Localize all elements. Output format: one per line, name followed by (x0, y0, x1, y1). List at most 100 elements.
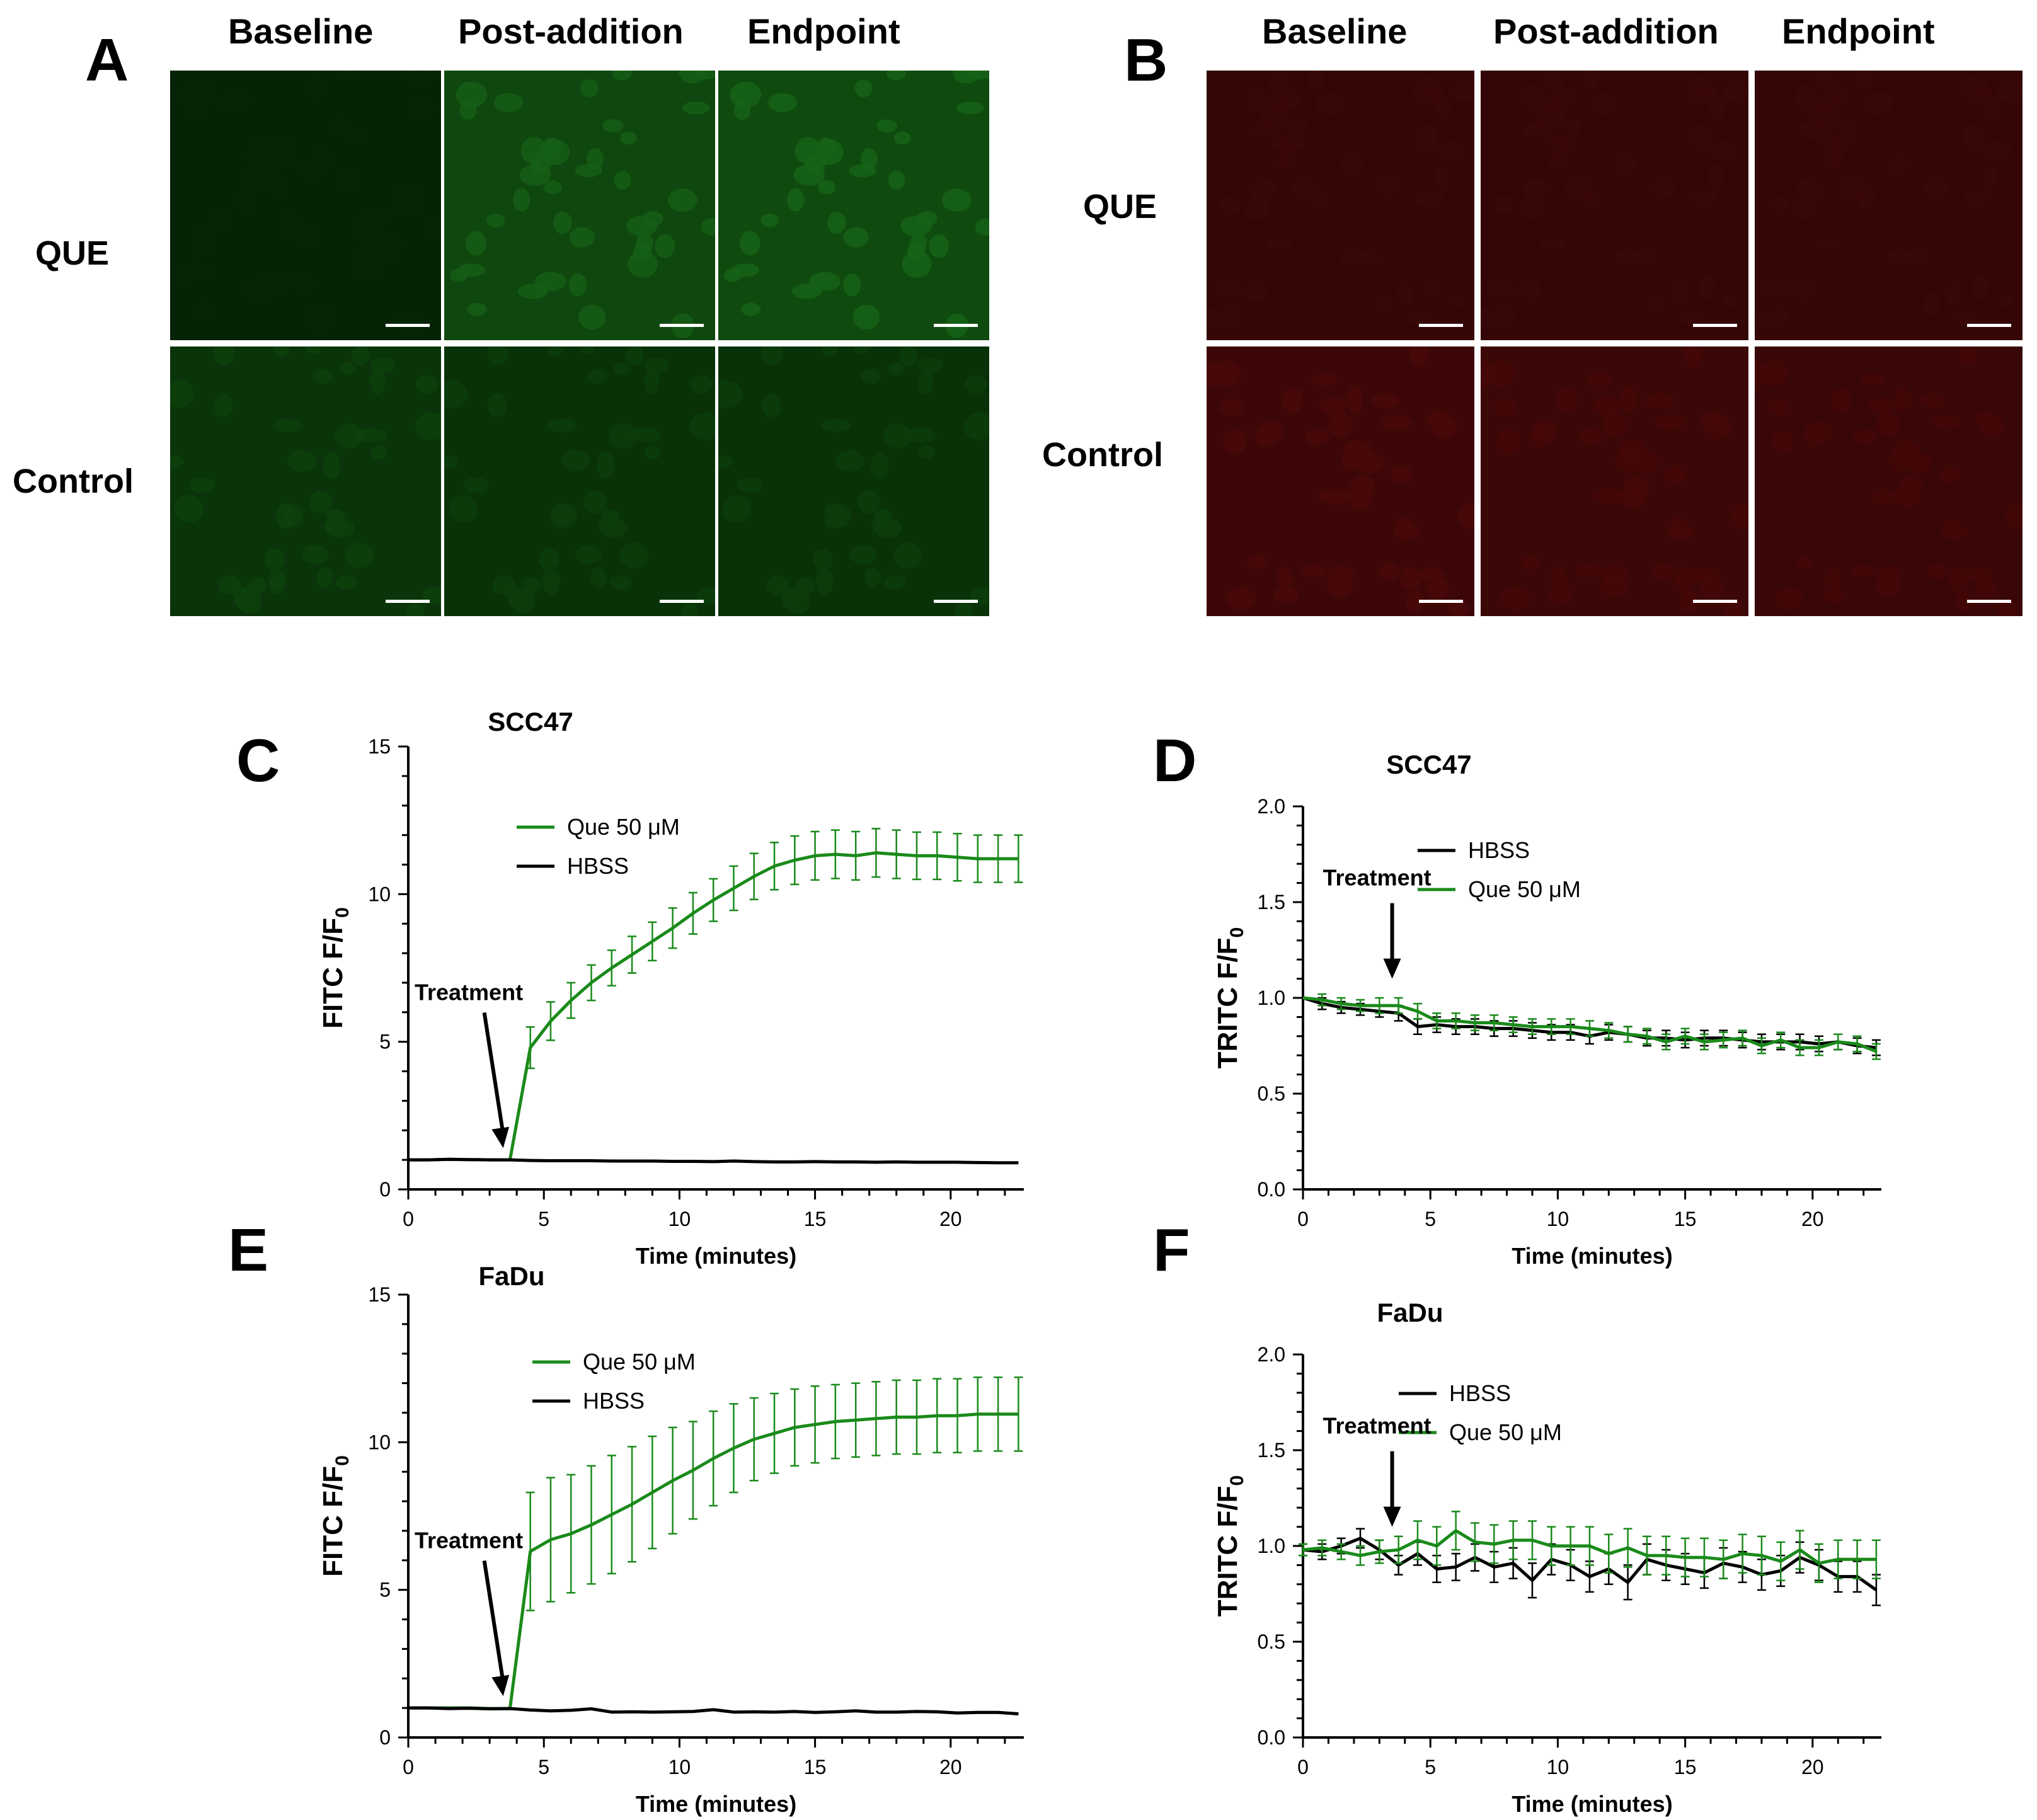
y-tick-label-d: 1.5 (1258, 891, 1285, 913)
micrograph-a-que-baseline (170, 71, 441, 340)
x-tick-label-f: 5 (1425, 1756, 1436, 1778)
micrograph-a-control-endpoint (718, 346, 989, 616)
chart-title-e: FaDu (479, 1261, 545, 1291)
y-axis-label-f: TRITC F/F0 (1212, 1475, 1248, 1617)
y-tick-label-d: 0.0 (1258, 1178, 1285, 1201)
scale-bar (660, 324, 704, 327)
treatment-annotation-f: Treatment (1323, 1413, 1432, 1439)
scale-bar (1967, 324, 2011, 327)
scale-bar (386, 324, 430, 327)
panel-letter-f: F (1153, 1216, 1190, 1284)
y-tick-label-c: 0 (379, 1178, 391, 1201)
x-tick-label-d: 5 (1425, 1208, 1436, 1230)
treatment-arrow-c (482, 1012, 505, 1135)
panel-a-row-que: QUE (35, 234, 110, 272)
x-tick-label-c: 15 (804, 1208, 827, 1230)
y-tick-label-e: 5 (379, 1579, 391, 1601)
treatment-arrowhead-d (1383, 958, 1401, 979)
treatment-arrow-e (482, 1560, 505, 1683)
legend-label-d: Que 50 μM (1468, 876, 1581, 902)
x-axis-label-c: Time (minutes) (636, 1243, 796, 1269)
x-tick-label-d: 10 (1547, 1208, 1569, 1230)
x-tick-label-e: 20 (939, 1756, 962, 1778)
x-tick-label-e: 5 (538, 1756, 549, 1778)
y-axis-label-d: TRITC F/F0 (1212, 927, 1248, 1068)
x-tick-label-f: 20 (1801, 1756, 1824, 1778)
x-tick-label-f: 0 (1297, 1756, 1309, 1778)
y-tick-label-f: 0.0 (1258, 1726, 1285, 1749)
scale-bar (1419, 600, 1463, 603)
treatment-annotation-d: Treatment (1323, 865, 1432, 891)
chart-title-f: FaDu (1377, 1298, 1443, 1327)
micrograph-b-control-baseline (1207, 346, 1474, 616)
x-tick-label-d: 15 (1674, 1208, 1697, 1230)
x-tick-label-c: 5 (538, 1208, 549, 1230)
x-tick-label-c: 10 (668, 1208, 691, 1230)
micrograph-b-que-endpoint (1755, 71, 2023, 340)
panel-b-row-que: QUE (1083, 188, 1157, 226)
y-tick-label-e: 0 (379, 1726, 391, 1749)
treatment-annotation-e: Treatment (415, 1527, 523, 1553)
panel-letter-a: A (85, 26, 129, 94)
y-tick-label-d: 2.0 (1258, 795, 1285, 818)
micrograph-a-que-endpoint (718, 71, 989, 340)
y-axis-label-e: FITC F/F0 (318, 1455, 353, 1577)
legend-label-f: HBSS (1449, 1380, 1511, 1406)
scale-bar (386, 600, 430, 603)
x-tick-label-e: 10 (668, 1756, 691, 1778)
scale-bar (1967, 600, 2011, 603)
legend-label-c: Que 50 μM (567, 814, 680, 840)
panel-b-column-baseline: Baseline (1262, 11, 1408, 51)
y-tick-label-d: 1.0 (1258, 987, 1285, 1009)
legend-label-c: HBSS (567, 853, 629, 879)
x-tick-label-c: 0 (403, 1208, 414, 1230)
y-tick-label-c: 5 (379, 1031, 391, 1053)
panel-b-column-endpoint: Endpoint (1782, 11, 1935, 51)
micrograph-b-control-endpoint (1755, 346, 2023, 616)
panel-letter-e: E (228, 1216, 268, 1284)
series-line-f-que-50-m (1302, 1529, 1876, 1565)
y-tick-label-f: 0.5 (1258, 1630, 1285, 1653)
y-tick-label-c: 15 (368, 735, 391, 758)
panel-b-column-post-addition: Post-addition (1493, 11, 1719, 51)
y-tick-label-f: 2.0 (1258, 1343, 1285, 1366)
panel-letter-c: C (236, 727, 280, 794)
scale-bar (1693, 600, 1737, 603)
micrograph-b-que-post-addition (1481, 71, 1748, 340)
x-tick-label-f: 10 (1547, 1756, 1569, 1778)
micrograph-a-control-baseline (170, 346, 441, 616)
series-line-d-que-50-m (1302, 996, 1877, 1053)
panel-a-row-control: Control (13, 462, 134, 500)
y-tick-label-e: 10 (368, 1431, 391, 1453)
panel-a-column-baseline: Baseline (228, 11, 374, 51)
micrograph-a-que-post-addition (444, 71, 715, 340)
x-axis-label-d: Time (minutes) (1512, 1243, 1672, 1269)
legend-label-d: HBSS (1468, 837, 1530, 863)
y-tick-label-e: 15 (368, 1283, 391, 1306)
panel-a-column-endpoint: Endpoint (747, 11, 900, 51)
scale-bar (1419, 324, 1463, 327)
x-tick-label-e: 15 (804, 1756, 827, 1778)
x-tick-label-e: 0 (403, 1756, 414, 1778)
y-tick-label-f: 1.0 (1258, 1535, 1285, 1557)
panel-a-column-post-addition: Post-addition (458, 11, 684, 51)
series-line-e-hbss (408, 1706, 1019, 1715)
treatment-arrowhead-e (491, 1674, 510, 1697)
scale-bar (934, 324, 978, 327)
scale-bar (1693, 324, 1737, 327)
chart-title-c: SCC47 (488, 707, 573, 736)
x-axis-label-f: Time (minutes) (1512, 1791, 1672, 1817)
micrograph-b-que-baseline (1207, 71, 1474, 340)
micrograph-a-control-post-addition (444, 346, 715, 616)
scale-bar (934, 600, 978, 603)
treatment-annotation-c: Treatment (415, 979, 523, 1005)
y-tick-label-f: 1.5 (1258, 1439, 1285, 1462)
y-axis-label-c: FITC F/F0 (318, 907, 353, 1029)
x-tick-label-d: 20 (1801, 1208, 1824, 1230)
x-tick-label-f: 15 (1674, 1756, 1697, 1778)
panel-letter-d: D (1153, 727, 1196, 794)
micrograph-b-control-post-addition (1481, 346, 1748, 616)
panel-b-row-control: Control (1042, 436, 1163, 474)
treatment-arrowhead-c (491, 1126, 510, 1148)
